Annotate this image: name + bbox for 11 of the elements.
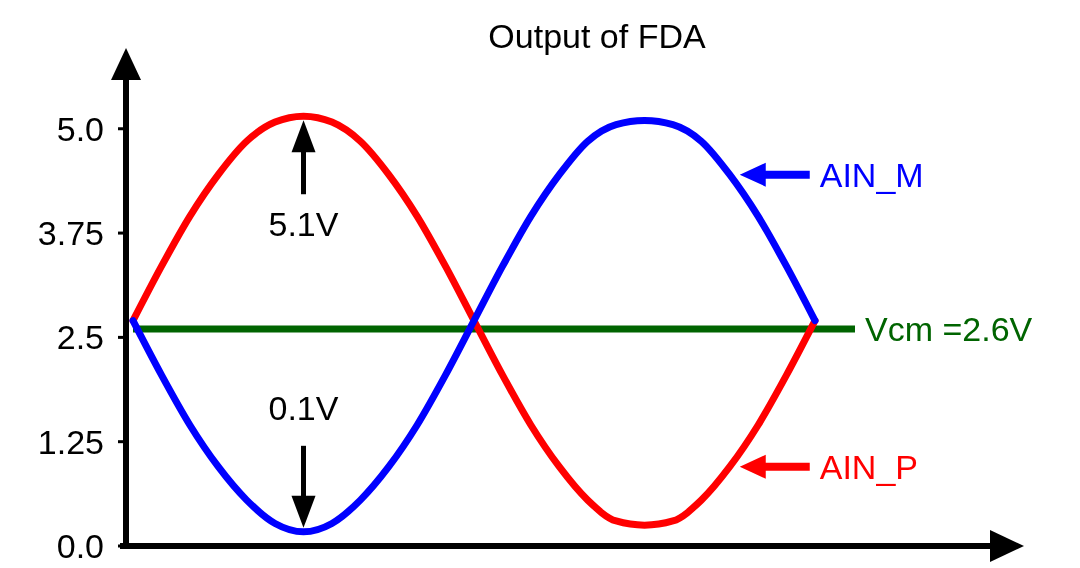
y-tick-label: 5.0 — [56, 109, 104, 148]
y-tick-label: 2.5 — [56, 318, 104, 357]
y-tick-label: 1.25 — [37, 422, 104, 461]
annotation: 5.1V — [268, 205, 339, 244]
chart-title: Output of FDA — [488, 17, 706, 55]
annotation: 0.1V — [268, 388, 339, 427]
legend-label: AIN_P — [819, 447, 919, 486]
y-tick-label: 0.0 — [56, 526, 104, 565]
legend-label: AIN_M — [819, 155, 924, 194]
ref-line-label: Vcm =2.6V — [865, 309, 1033, 348]
y-tick-label: 3.75 — [37, 213, 104, 252]
